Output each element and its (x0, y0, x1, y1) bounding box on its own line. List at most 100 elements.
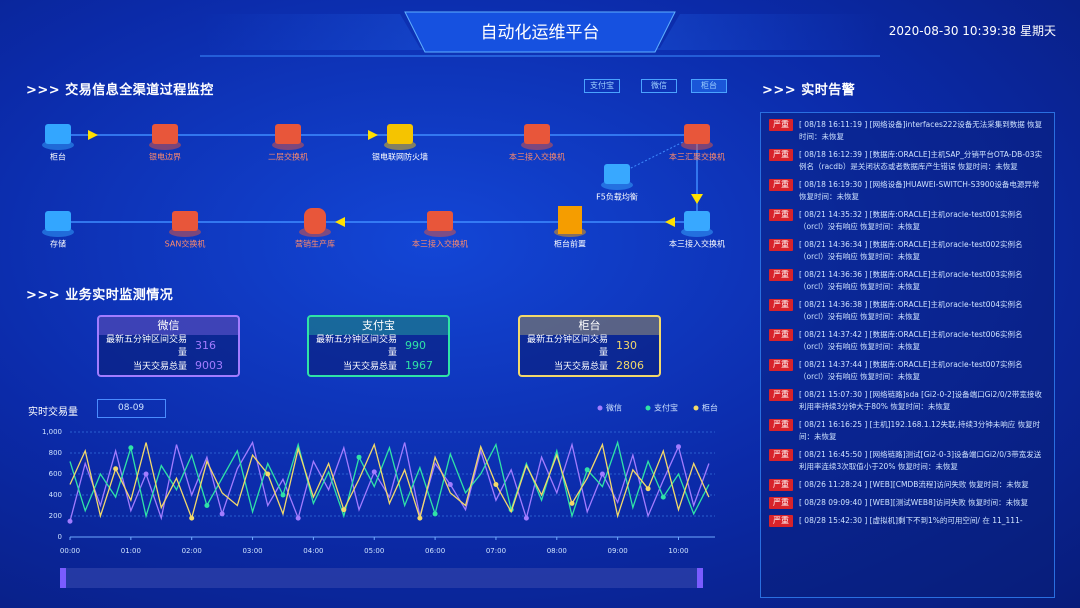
tab[interactable]: 微信 (641, 79, 677, 93)
alert-item: 严重 [ 08/28 09:09:40 ] [WEB][测试WEB8]访问失败 恢… (769, 497, 1046, 509)
node-icon (172, 211, 198, 231)
row-value: 2806 (616, 358, 644, 372)
node-label: 银电联网防火墙 (372, 152, 428, 162)
x-tick-label: 08:00 (547, 547, 567, 555)
alert-level: 严重 (769, 179, 793, 191)
alert-item: 严重 [ 08/26 11:28:24 ] [WEB][CMDB流程]访问失败 恢… (769, 479, 1046, 491)
point (417, 515, 423, 521)
header-shape (200, 14, 880, 50)
point (356, 454, 362, 460)
point (675, 444, 681, 450)
alert-level: 严重 (769, 479, 793, 491)
point (569, 500, 575, 506)
legend-label: 柜台 (702, 403, 718, 413)
node-icon (604, 164, 630, 184)
node-label: 二层交换机 (268, 152, 308, 162)
card-row: 当天交易总量 1967 (309, 355, 448, 375)
alert-text: [ 08/21 14:36:34 ] [数据库:ORACLE]主机oracle-… (799, 240, 1023, 261)
arrow (691, 194, 703, 204)
series-line (69, 440, 710, 519)
alert-item: 严重 [ 08/18 16:12:39 ] [数据库:ORACLE]主机SAP_分… (769, 149, 1046, 173)
x-tick-label: 06:00 (425, 547, 445, 555)
alert-item: 严重 [ 08/18 16:11:19 ] [网络设备]interfaces222… (769, 119, 1046, 143)
node-icon (152, 124, 178, 144)
section-title: >>> 实时告警 (762, 83, 856, 98)
point (447, 482, 453, 487)
node-icon (387, 124, 413, 144)
alert-text: [ 08/18 16:19:30 ] [网络设备]HUAWEI-SWITCH-S… (799, 180, 1040, 201)
date-picker[interactable]: 08-09 (97, 399, 166, 418)
point (341, 507, 347, 513)
point (599, 471, 605, 477)
node-icon (524, 124, 550, 144)
arrow (665, 217, 675, 227)
point (128, 445, 134, 451)
point (295, 515, 301, 521)
line-chart: 0 200 400 600 800 1,000 00:00 01:00 02:00 03:00 04… (42, 403, 718, 588)
alert-item: 严重 [ 08/21 14:36:34 ] [数据库:ORACLE]主机oracl… (769, 239, 1046, 263)
title: 自动化运维平台 (480, 23, 600, 43)
node-icon (427, 211, 453, 231)
node-icon (684, 211, 710, 231)
row-label: 最新五分钟区间交易量 (105, 335, 187, 358)
node-icon (275, 124, 301, 144)
alert-level: 严重 (769, 419, 793, 431)
alert-list: 严重 [ 08/18 16:11:19 ] [网络设备]interfaces222… (760, 112, 1055, 598)
alert-text: [ 08/21 16:45:50 ] [网络链路]测试[Gi2-0-3]设备端口… (799, 450, 1042, 471)
node-icon (45, 211, 71, 231)
card-row: 最新五分钟区间交易量 990 (309, 335, 448, 358)
x-tick-label: 10:00 (668, 547, 688, 555)
card: 微信 最新五分钟区间交易量 316 当天交易总量 9003 (97, 315, 240, 377)
card-row: 当天交易总量 2806 (520, 355, 659, 375)
point (189, 515, 195, 521)
alert-text: [ 08/21 16:16:25 ] [主机]192.168.1.12失联,持续… (799, 420, 1041, 441)
alert-text: [ 08/28 09:09:40 ] [WEB][测试WEB8]访问失败 恢复时… (799, 498, 1029, 507)
tab[interactable]: 柜台 (691, 79, 727, 93)
alert-item: 严重 [ 08/21 14:36:36 ] [数据库:ORACLE]主机oracl… (769, 269, 1046, 293)
x-tick-label: 01:00 (121, 547, 141, 555)
point (113, 466, 119, 472)
alert-item: 严重 [ 08/21 14:35:32 ] [数据库:ORACLE]主机oracl… (769, 209, 1046, 233)
x-tick-label: 02:00 (182, 547, 202, 555)
link (616, 134, 698, 176)
header-band (200, 11, 880, 57)
row-label: 当天交易总量 (132, 361, 187, 372)
row-label: 最新五分钟区间交易量 (526, 335, 608, 358)
node-label: 柜台前置 (554, 239, 586, 249)
card-row: 最新五分钟区间交易量 130 (520, 335, 659, 358)
scrollbar-thumb (60, 568, 66, 588)
scrollbar-track (60, 568, 703, 588)
alert-item: 严重 [ 08/21 15:07:30 ] [网络链路]sda [Gi2-0-2]… (769, 389, 1046, 413)
point (67, 518, 73, 524)
alert-text: [ 08/21 14:36:38 ] [数据库:ORACLE]主机oracle-… (799, 300, 1023, 321)
series-line (69, 442, 710, 521)
alert-level: 严重 (769, 359, 793, 371)
row-label: 当天交易总量 (553, 361, 608, 372)
point (645, 486, 651, 492)
node-icon (304, 208, 326, 234)
alert-level: 严重 (769, 269, 793, 281)
node-label: 本三接入交换机 (412, 239, 468, 249)
node-label: 银电边界 (149, 152, 181, 162)
y-label: 实时交易量 (28, 407, 78, 418)
scrollbar-thumb (697, 568, 703, 588)
alert-level: 严重 (769, 209, 793, 221)
card: 支付宝 最新五分钟区间交易量 990 当天交易总量 1967 (307, 315, 450, 377)
node-label: 存储 (50, 239, 66, 249)
point (219, 511, 225, 517)
arrow (335, 217, 345, 227)
alert-level: 严重 (769, 515, 793, 527)
legend-label: 微信 (606, 403, 622, 413)
point (204, 503, 210, 508)
alert-text: [ 08/21 15:07:30 ] [网络链路]sda [Gi2-0-2]设备… (799, 390, 1042, 411)
tab[interactable]: 支付宝 (584, 79, 620, 93)
node-label: 营销生产库 (295, 239, 335, 249)
y-tick-label: 1,000 (42, 428, 62, 436)
alert-level: 严重 (769, 149, 793, 161)
card: 柜台 最新五分钟区间交易量 130 当天交易总量 2806 (518, 315, 661, 377)
legend-dot (597, 405, 603, 411)
card-row: 当天交易总量 9003 (99, 355, 238, 375)
datetime: 2020-08-30 10:39:38 星期天 (888, 24, 1056, 38)
alert-text: [ 08/26 11:28:24 ] [WEB][CMDB流程]访问失败 恢复时… (799, 480, 1029, 489)
y-tick-label: 400 (49, 491, 62, 499)
